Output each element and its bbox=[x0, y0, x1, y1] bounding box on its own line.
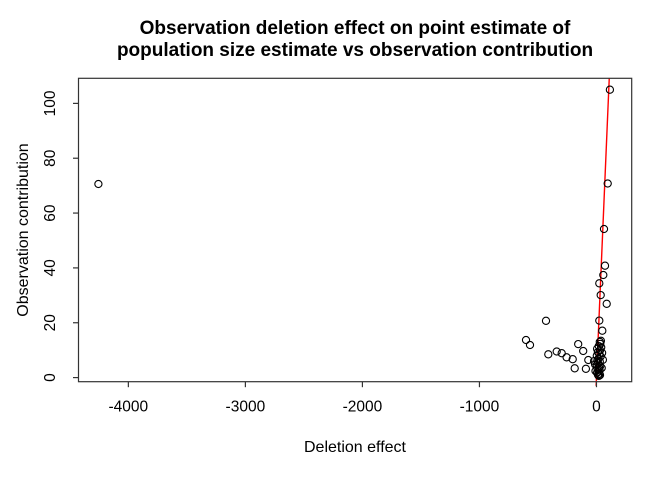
data-point bbox=[557, 349, 566, 358]
data-point bbox=[597, 343, 606, 352]
points-layer bbox=[94, 85, 615, 381]
axes-layer: -4000 -3000 -2000 -1000 0 0 20 40 60 80 100 bbox=[42, 77, 633, 416]
x-tick-label: -2000 bbox=[343, 399, 383, 416]
data-point bbox=[599, 224, 609, 234]
x-tick-label: -1000 bbox=[460, 399, 500, 416]
y-tick-label: 60 bbox=[42, 204, 59, 222]
data-point bbox=[581, 364, 591, 373]
data-point bbox=[562, 353, 571, 362]
y-tick-label: 100 bbox=[42, 90, 59, 116]
x-axis-label: Deletion effect bbox=[304, 439, 407, 456]
x-tick-label: -3000 bbox=[226, 399, 266, 416]
data-point bbox=[596, 336, 606, 345]
data-point bbox=[595, 366, 604, 375]
y-axis-label: Observation contribution bbox=[15, 143, 32, 316]
chart-title-line1: Observation deletion effect on point est… bbox=[140, 18, 571, 39]
data-point bbox=[579, 346, 588, 356]
x-tick-label: -4000 bbox=[109, 399, 149, 416]
data-point bbox=[597, 348, 607, 358]
data-point bbox=[590, 360, 600, 369]
data-point bbox=[595, 337, 604, 347]
data-point bbox=[598, 326, 607, 335]
y-tick-label: 40 bbox=[42, 259, 59, 277]
data-point bbox=[94, 179, 103, 189]
y-tick-label: 80 bbox=[42, 149, 59, 167]
chart-title-line2: population size estimate vs observation … bbox=[117, 40, 593, 61]
data-point bbox=[602, 299, 611, 308]
x-tick-label: 0 bbox=[592, 399, 601, 416]
data-point bbox=[521, 335, 531, 345]
data-point bbox=[603, 179, 612, 188]
data-point bbox=[570, 364, 579, 373]
plot-box bbox=[77, 77, 633, 383]
data-point bbox=[605, 85, 615, 94]
data-point bbox=[599, 270, 608, 280]
data-point bbox=[595, 279, 604, 288]
data-point bbox=[584, 355, 593, 365]
data-point bbox=[589, 356, 599, 366]
y-tick-label: 0 bbox=[42, 373, 59, 382]
data-point bbox=[597, 363, 606, 373]
data-point bbox=[541, 316, 551, 325]
data-point bbox=[595, 316, 604, 325]
data-point bbox=[600, 261, 610, 270]
data-point bbox=[568, 355, 577, 364]
data-point bbox=[552, 347, 561, 356]
data-point bbox=[574, 339, 583, 349]
data-point bbox=[525, 340, 535, 350]
y-tick-label: 20 bbox=[42, 314, 59, 332]
data-point bbox=[544, 350, 553, 359]
data-point bbox=[596, 290, 605, 300]
